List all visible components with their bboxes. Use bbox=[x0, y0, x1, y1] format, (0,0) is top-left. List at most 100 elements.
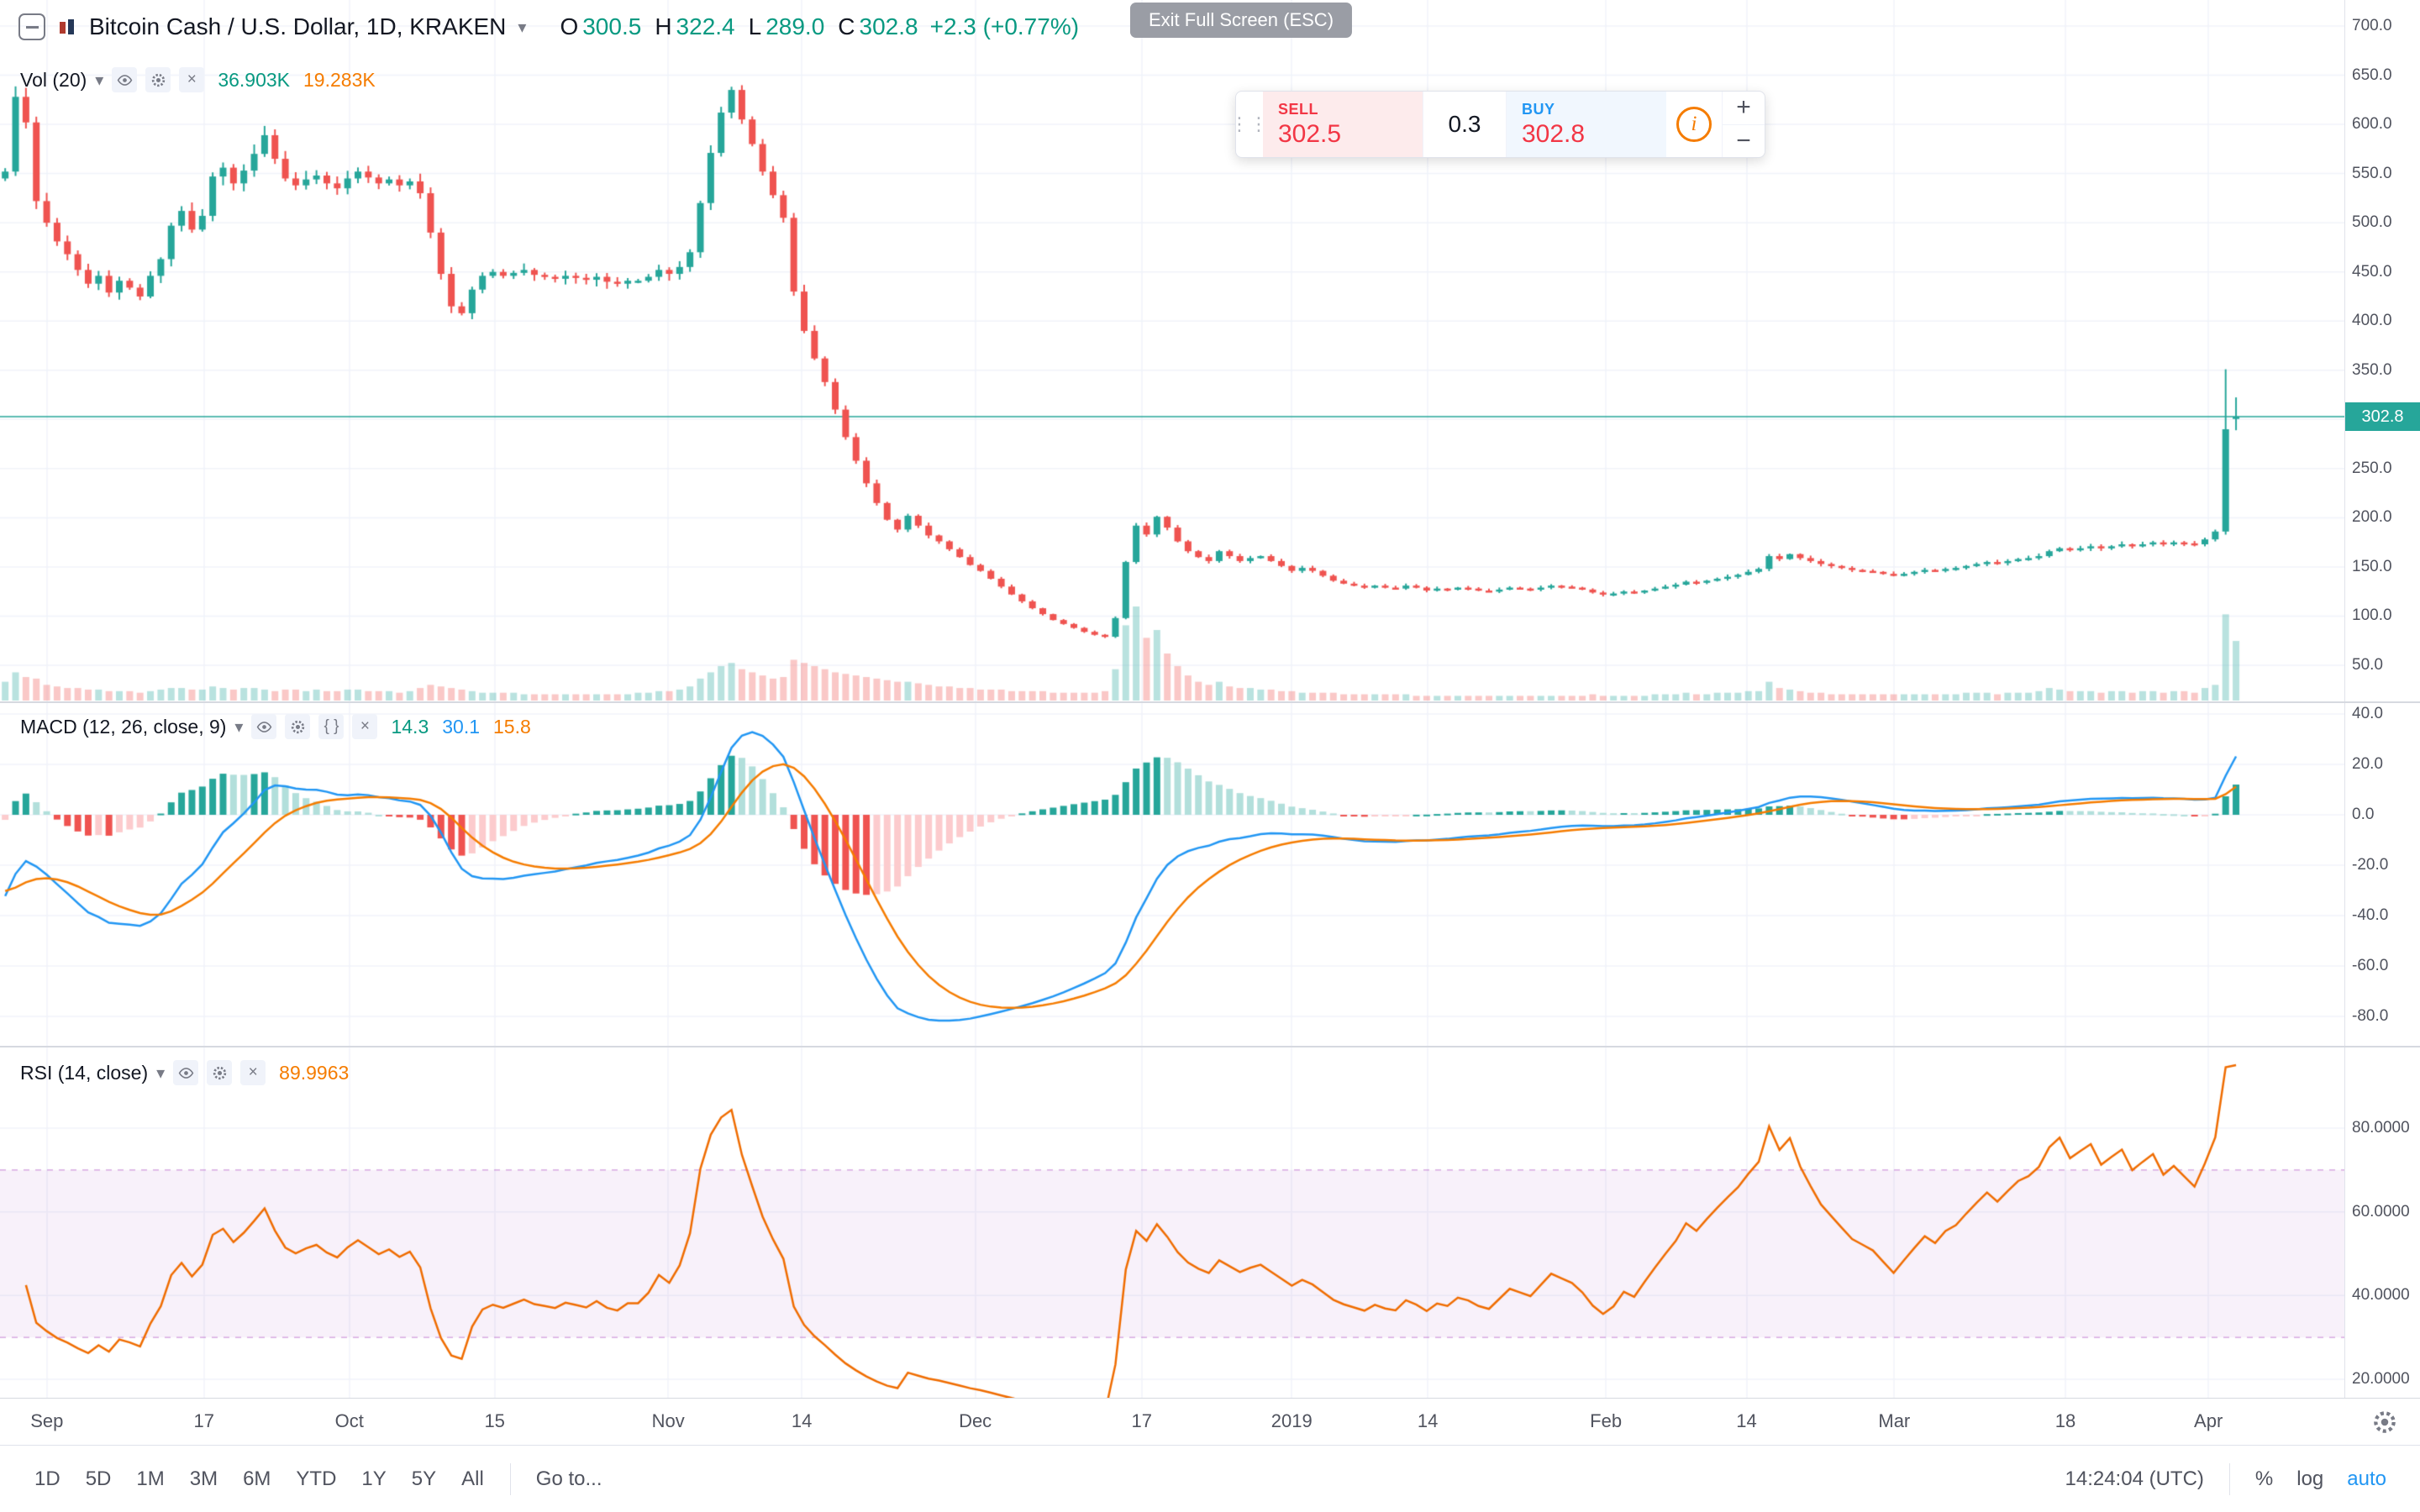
toolbar-divider bbox=[509, 1462, 511, 1495]
price-axis-label: 50.0 bbox=[2352, 656, 2383, 674]
price-axis-label: 600.0 bbox=[2352, 115, 2392, 134]
chevron-down-icon[interactable]: ▾ bbox=[95, 71, 104, 90]
range-button-5y[interactable]: 5Y bbox=[411, 1467, 437, 1490]
buy-label: BUY bbox=[1522, 100, 1555, 118]
rsi-axis-label: 60.0000 bbox=[2352, 1202, 2410, 1221]
eye-icon[interactable] bbox=[173, 1060, 199, 1085]
range-button-all[interactable]: All bbox=[461, 1467, 484, 1490]
rsi-axis-label: 20.0000 bbox=[2352, 1370, 2410, 1388]
quantity-increase-button[interactable]: + bbox=[1736, 93, 1751, 122]
gear-icon[interactable] bbox=[285, 714, 311, 739]
time-axis-label: 2019 bbox=[1270, 1410, 1313, 1431]
quantity-stepper: + − bbox=[1722, 92, 1765, 157]
close-icon[interactable]: × bbox=[352, 714, 378, 739]
range-button-3m[interactable]: 3M bbox=[189, 1467, 218, 1490]
macd-indicator-label[interactable]: MACD (12, 26, close, 9) bbox=[20, 715, 227, 738]
time-axis-label: Nov bbox=[651, 1410, 685, 1431]
price-axis-label: 100.0 bbox=[2352, 606, 2392, 625]
high-label: H bbox=[655, 13, 672, 39]
rsi-axis-label: 40.0000 bbox=[2352, 1286, 2410, 1305]
price-axis-label: 400.0 bbox=[2352, 312, 2392, 330]
price-axis-label: 450.0 bbox=[2352, 262, 2392, 281]
clock[interactable]: 14:24:04 (UTC) bbox=[2065, 1467, 2204, 1490]
quantity-decrease-button[interactable]: − bbox=[1723, 123, 1765, 158]
macd-signal-value: 15.8 bbox=[493, 715, 531, 738]
range-button-6m[interactable]: 6M bbox=[243, 1467, 271, 1490]
range-button-1m[interactable]: 1M bbox=[136, 1467, 165, 1490]
price-axis-label: 500.0 bbox=[2352, 213, 2392, 232]
high-value: 322.4 bbox=[676, 13, 735, 39]
symbol-title[interactable]: Bitcoin Cash / U.S. Dollar, 1D, KRAKEN bbox=[89, 13, 507, 39]
chevron-down-icon[interactable]: ▾ bbox=[518, 18, 527, 37]
settings-gear-icon[interactable] bbox=[2371, 1409, 2398, 1436]
close-label: C bbox=[838, 13, 855, 39]
time-axis[interactable]: Sep 17 Oct 15 Nov 14 Dec 17 2019 14 Feb 14 Mar 18 Apr bbox=[0, 1398, 2420, 1445]
quantity-field[interactable]: 0.3 bbox=[1423, 92, 1507, 157]
source-code-icon[interactable]: { } bbox=[318, 714, 345, 739]
sell-label: SELL bbox=[1278, 100, 1319, 118]
time-axis-label: 17 bbox=[193, 1410, 214, 1431]
current-price-badge: 302.8 bbox=[2345, 402, 2420, 432]
range-buttons: 1D 5D 1M 3M 6M YTD 1Y 5Y All bbox=[22, 1461, 497, 1498]
time-axis-label: 18 bbox=[2054, 1410, 2076, 1431]
drag-handle-icon[interactable]: ⋮⋮ bbox=[1236, 113, 1269, 134]
chevron-down-icon[interactable]: ▾ bbox=[234, 717, 244, 737]
collapse-panel-button[interactable] bbox=[18, 13, 45, 40]
rsi-legend: RSI (14, close) ▾ × 89.9963 bbox=[20, 1060, 349, 1085]
macd-axis-label: -40.0 bbox=[2352, 906, 2389, 924]
range-button-1y[interactable]: 1Y bbox=[361, 1467, 387, 1490]
gear-icon[interactable] bbox=[145, 67, 171, 92]
buy-price: 302.8 bbox=[1522, 119, 1586, 148]
time-axis-label: Dec bbox=[959, 1410, 992, 1431]
pane-separator-macd[interactable] bbox=[0, 701, 2420, 703]
range-button-1d[interactable]: 1D bbox=[34, 1467, 60, 1490]
pane-separator-rsi[interactable] bbox=[0, 1046, 2420, 1047]
macd-legend: MACD (12, 26, close, 9) ▾ { } × 14.3 30.… bbox=[20, 714, 531, 739]
macd-hist-value: 14.3 bbox=[391, 715, 429, 738]
change-value: +2.3 (+0.77%) bbox=[929, 13, 1080, 39]
macd-axis-label: -80.0 bbox=[2352, 1007, 2389, 1025]
info-button[interactable]: i bbox=[1666, 92, 1722, 157]
percent-scale-toggle[interactable]: % bbox=[2254, 1467, 2274, 1490]
volume-legend: Vol (20) ▾ × 36.903K 19.283K bbox=[20, 67, 376, 92]
time-axis-label: 15 bbox=[484, 1410, 505, 1431]
macd-axis-label: 20.0 bbox=[2352, 755, 2383, 773]
time-axis-label: 14 bbox=[791, 1410, 813, 1431]
close-icon[interactable]: × bbox=[240, 1060, 266, 1085]
price-axis-label: 350.0 bbox=[2352, 360, 2392, 379]
price-axis[interactable]: 700.0 650.0 600.0 550.0 500.0 450.0 400.0 350.0… bbox=[2344, 0, 2420, 1398]
log-scale-toggle[interactable]: log bbox=[2296, 1467, 2324, 1490]
range-button-ytd[interactable]: YTD bbox=[296, 1467, 337, 1490]
sell-button[interactable]: SELL 302.5 bbox=[1263, 92, 1423, 157]
time-axis-label: Feb bbox=[1590, 1410, 1623, 1431]
range-button-5d[interactable]: 5D bbox=[85, 1467, 112, 1490]
order-widget: ⋮⋮ SELL 302.5 0.3 BUY 302.8 i + − bbox=[1235, 91, 1765, 158]
minus-icon bbox=[25, 25, 39, 29]
price-axis-label: 250.0 bbox=[2352, 459, 2392, 477]
open-value: 300.5 bbox=[582, 13, 642, 39]
time-axis-label: Oct bbox=[334, 1410, 364, 1431]
time-axis-label: Apr bbox=[2194, 1410, 2223, 1431]
low-value: 289.0 bbox=[765, 13, 825, 39]
time-axis-label: 14 bbox=[1417, 1410, 1439, 1431]
auto-scale-toggle[interactable]: auto bbox=[2347, 1467, 2386, 1490]
gear-icon[interactable] bbox=[207, 1060, 233, 1085]
volume-indicator-label[interactable]: Vol (20) bbox=[20, 68, 87, 91]
time-axis-label: Sep bbox=[30, 1410, 64, 1431]
close-icon[interactable]: × bbox=[179, 67, 205, 92]
goto-button[interactable]: Go to... bbox=[535, 1467, 602, 1490]
macd-line-value: 30.1 bbox=[442, 715, 480, 738]
sell-price: 302.5 bbox=[1278, 119, 1342, 148]
eye-icon[interactable] bbox=[112, 67, 138, 92]
macd-axis-label: 40.0 bbox=[2352, 705, 2383, 722]
chevron-down-icon[interactable]: ▾ bbox=[156, 1063, 166, 1083]
chart-canvas[interactable] bbox=[0, 0, 2344, 1398]
rsi-indicator-label[interactable]: RSI (14, close) bbox=[20, 1061, 149, 1084]
price-axis-label: 700.0 bbox=[2352, 17, 2392, 34]
buy-button[interactable]: BUY 302.8 bbox=[1507, 92, 1666, 157]
price-axis-label: 200.0 bbox=[2352, 508, 2392, 527]
eye-icon[interactable] bbox=[251, 714, 277, 739]
exit-fullscreen-tooltip: Exit Full Screen (ESC) bbox=[1129, 3, 1353, 38]
open-label: O bbox=[560, 13, 579, 39]
